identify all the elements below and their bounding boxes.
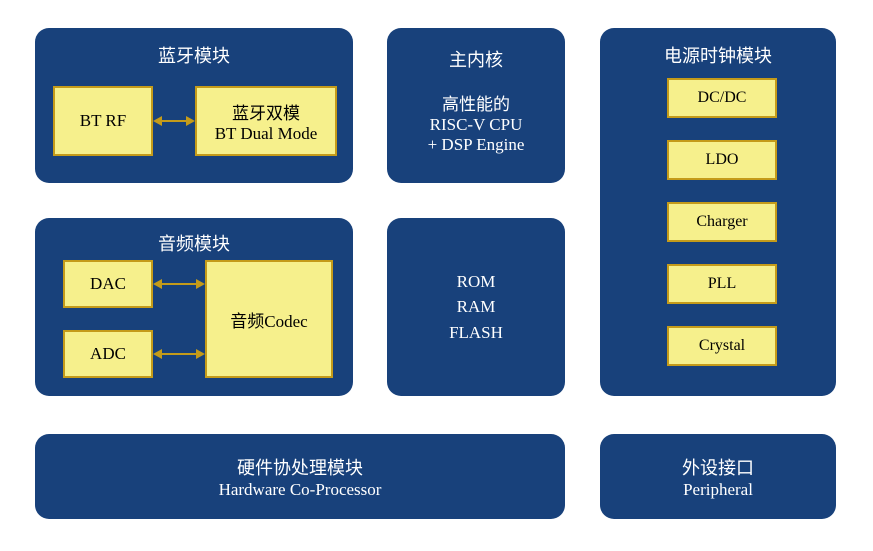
power-pll-label: PLL	[708, 275, 736, 293]
diagram-container: 蓝牙模块 BT RF 蓝牙双模 BT Dual Mode 主内核 高性能的 RI…	[35, 28, 838, 523]
memory-flash: FLASH	[449, 320, 503, 346]
bt-dual-label1: 蓝牙双模	[232, 99, 300, 124]
bt-dual-box: 蓝牙双模 BT Dual Mode	[195, 86, 337, 156]
audio-arrow-1	[153, 279, 205, 289]
power-ldo-label: LDO	[706, 151, 739, 169]
memory-ram: RAM	[457, 294, 496, 320]
core-line3: + DSP Engine	[387, 135, 565, 155]
power-item-ldo: LDO	[667, 140, 777, 180]
audio-codec-box: 音频Codec	[205, 260, 333, 378]
bluetooth-title: 蓝牙模块	[35, 28, 353, 68]
audio-dac-box: DAC	[63, 260, 153, 308]
coprocessor-module: 硬件协处理模块 Hardware Co-Processor	[35, 434, 565, 519]
bt-arrow	[153, 116, 195, 126]
memory-rom: ROM	[457, 269, 496, 295]
power-item-pll: PLL	[667, 264, 777, 304]
coprocessor-title: 硬件协处理模块	[237, 454, 363, 480]
audio-arrow-2	[153, 349, 205, 359]
bt-dual-label2: BT Dual Mode	[215, 124, 318, 144]
peripheral-module: 外设接口 Peripheral	[600, 434, 836, 519]
power-item-dcdc: DC/DC	[667, 78, 777, 118]
core-line2: RISC-V CPU	[387, 115, 565, 135]
power-title: 电源时钟模块	[600, 28, 836, 68]
audio-title: 音频模块	[35, 218, 353, 256]
coprocessor-subtitle: Hardware Co-Processor	[219, 480, 382, 500]
power-item-crystal: Crystal	[667, 326, 777, 366]
power-charger-label: Charger	[696, 213, 747, 231]
peripheral-title: 外设接口	[682, 454, 754, 480]
memory-module: ROM RAM FLASH	[387, 218, 565, 396]
peripheral-subtitle: Peripheral	[683, 480, 753, 500]
bt-rf-label: BT RF	[80, 111, 126, 131]
core-title: 主内核	[387, 46, 565, 72]
core-line1: 高性能的	[387, 90, 565, 115]
audio-dac-label: DAC	[90, 274, 126, 294]
bt-rf-box: BT RF	[53, 86, 153, 156]
core-module: 主内核 高性能的 RISC-V CPU + DSP Engine	[387, 28, 565, 183]
power-item-charger: Charger	[667, 202, 777, 242]
power-crystal-label: Crystal	[699, 337, 745, 355]
audio-adc-box: ADC	[63, 330, 153, 378]
audio-adc-label: ADC	[90, 344, 126, 364]
audio-codec-label: 音频Codec	[230, 307, 307, 332]
power-dcdc-label: DC/DC	[698, 89, 747, 107]
